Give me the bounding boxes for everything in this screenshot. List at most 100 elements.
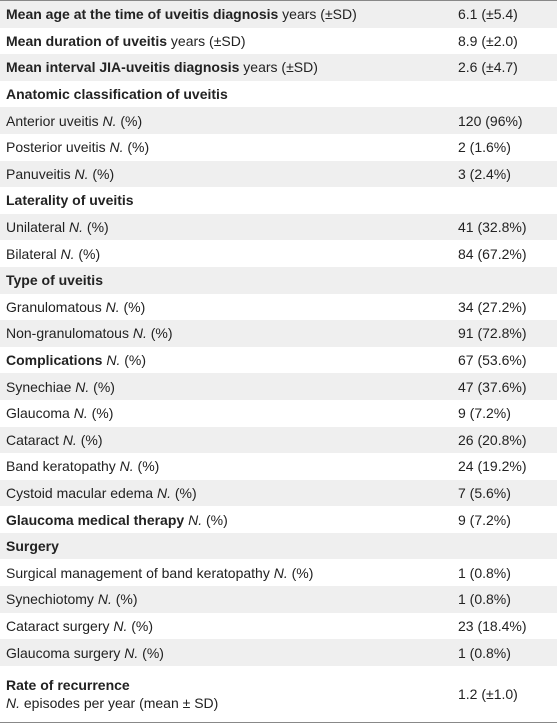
label-segment: N. (273, 564, 288, 581)
row-label: Surgery (0, 533, 458, 560)
row-label: Posterior uveitis N. (%) (0, 134, 458, 161)
label-segment: Surgery (6, 538, 59, 555)
table-row: Glaucoma medical therapy N. (%) 9 (7.2%) (0, 506, 557, 533)
label-segment: (%) (120, 352, 147, 369)
label-segment: Glaucoma surgery (6, 644, 125, 661)
row-value: 9 (7.2%) (458, 405, 511, 422)
row-value: 8.9 (±2.0) (458, 32, 518, 49)
row-value: 2.6 (±4.7) (458, 59, 518, 76)
row-value: 24 (19.2%) (458, 458, 527, 475)
label-segment: N. (69, 219, 84, 236)
label-segment: Bilateral (6, 245, 61, 262)
label-segment: N. (74, 165, 89, 182)
label-segment: N. (60, 245, 75, 262)
label-segment: (%) (133, 458, 160, 475)
row-label: Surgical management of band keratopathy … (0, 559, 458, 586)
label-segment: Type of uveitis (6, 272, 103, 289)
row-label: Complications N. (%) (0, 347, 458, 374)
label-segment: Mean age at the time of uveitis diagnosi… (6, 6, 279, 23)
label-segment: years (±SD) (239, 59, 318, 76)
label-segment: (%) (89, 378, 115, 395)
table-row: Type of uveitis (0, 266, 557, 294)
row-label: Anatomic classification of uveitis (0, 81, 458, 108)
table-row: Non-granulomatous N. (%) 91 (72.8%) (0, 320, 557, 347)
row-label: Mean duration of uveitis years (±SD) (0, 28, 458, 55)
row-value: 26 (20.8%) (458, 431, 527, 448)
label-segment: Glaucoma medical therapy (6, 511, 185, 528)
row-value: 91 (72.8%) (458, 325, 527, 342)
label-segment: N. (62, 431, 77, 448)
label-segment: Anterior uveitis (6, 112, 103, 129)
table-row: Surgical management of band keratopathy … (0, 559, 557, 586)
label-segment: Cataract surgery (6, 617, 114, 634)
label-segment: N. (102, 112, 117, 129)
row-label: Cystoid macular edema N. (%) (0, 480, 458, 507)
row-label: Mean interval JIA-uveitis diagnosis year… (0, 54, 458, 81)
label-segment: (%) (287, 564, 314, 581)
label-segment: Posterior uveitis (6, 139, 110, 156)
label-segment: Panuveitis (6, 165, 75, 182)
label-segment: (%) (202, 511, 228, 528)
table-row: Anatomic classification of uveitis (0, 81, 557, 108)
row-label: Glaucoma medical therapy N. (%) (0, 506, 458, 533)
table-row: Rate of recurrence N. episodes per year (… (0, 666, 557, 723)
row-label: Laterality of uveitis (0, 187, 458, 214)
label-segment: N. (188, 511, 203, 528)
table-row: Glaucoma surgery N. (%) 1 (0.8%) (0, 639, 557, 666)
row-value: 1 (0.8%) (458, 644, 511, 661)
label-segment: Unilateral (6, 219, 70, 236)
row-value: 23 (18.4%) (458, 617, 527, 634)
label-segment: N. (124, 644, 139, 661)
table-row: Synechiae N. (%) 47 (37.6%) (0, 373, 557, 400)
table-row: Band keratopathy N. (%) 24 (19.2%) (0, 453, 557, 480)
row-value: 2 (1.6%) (458, 139, 511, 156)
row-label: Unilateral N. (%) (0, 214, 458, 241)
table-row: Unilateral N. (%) 41 (32.8%) (0, 213, 557, 241)
table-row: Anterior uveitis N. (%) 120 (96%) (0, 107, 557, 134)
label-segment: Cataract (6, 431, 63, 448)
label-segment: years (±SD) (167, 32, 246, 49)
label-segment: (%) (88, 165, 115, 182)
label-segment: (%) (87, 405, 114, 422)
label-segment: (%) (116, 112, 143, 129)
table-row: Cataract surgery N. (%) 23 (18.4%) (0, 613, 557, 640)
table-row: Mean interval JIA-uveitis diagnosis year… (0, 54, 557, 81)
row-value: 6.1 (±5.4) (458, 6, 518, 23)
label-segment: episodes per year (mean ± SD) (20, 694, 219, 711)
row-value: 1 (0.8%) (458, 591, 511, 608)
label-segment: Synechiae (6, 378, 76, 395)
table-row: Cataract N. (%) 26 (20.8%) (0, 426, 557, 454)
label-segment: Complications (6, 352, 103, 369)
row-value: 120 (96%) (458, 112, 523, 129)
label-segment: (%) (146, 325, 173, 342)
label-segment: (%) (119, 298, 146, 315)
label-segment: (%) (138, 644, 164, 661)
row-value (458, 533, 557, 560)
row-value: 1.2 (±1.0) (458, 685, 518, 702)
label-segment: N. (119, 458, 134, 475)
label-segment: (%) (83, 219, 109, 236)
row-label: Synechiotomy N. (%) (0, 586, 458, 613)
row-value: 7 (5.6%) (458, 484, 511, 501)
row-label: Mean age at the time of uveitis diagnosi… (0, 1, 458, 28)
row-label: Panuveitis N. (%) (0, 161, 458, 188)
label-segment: Anatomic classification of uveitis (6, 86, 228, 103)
table-row: Bilateral N. (%) 84 (67.2%) (0, 240, 557, 267)
table-row: Laterality of uveitis (0, 187, 557, 214)
table-row: Posterior uveitis N. (%) 2 (1.6%) (0, 134, 557, 161)
label-segment: N. (156, 484, 171, 501)
row-value: 9 (7.2%) (458, 511, 511, 528)
row-value (458, 187, 557, 214)
label-segment: Glaucoma (6, 405, 74, 422)
row-label: Glaucoma surgery N. (%) (0, 639, 458, 666)
label-segment: N. (113, 617, 128, 634)
row-label: Non-granulomatous N. (%) (0, 320, 458, 347)
table-row: Panuveitis N. (%) 3 (2.4%) (0, 160, 557, 188)
label-segment: N. (106, 352, 121, 369)
row-label: Rate of recurrence N. episodes per year (… (0, 666, 458, 723)
table-row: Surgery (0, 532, 557, 560)
table-row: Synechiotomy N. (%) 1 (0.8%) (0, 586, 557, 613)
label-segment: Laterality of uveitis (6, 192, 134, 209)
label-segment: N. (75, 378, 90, 395)
